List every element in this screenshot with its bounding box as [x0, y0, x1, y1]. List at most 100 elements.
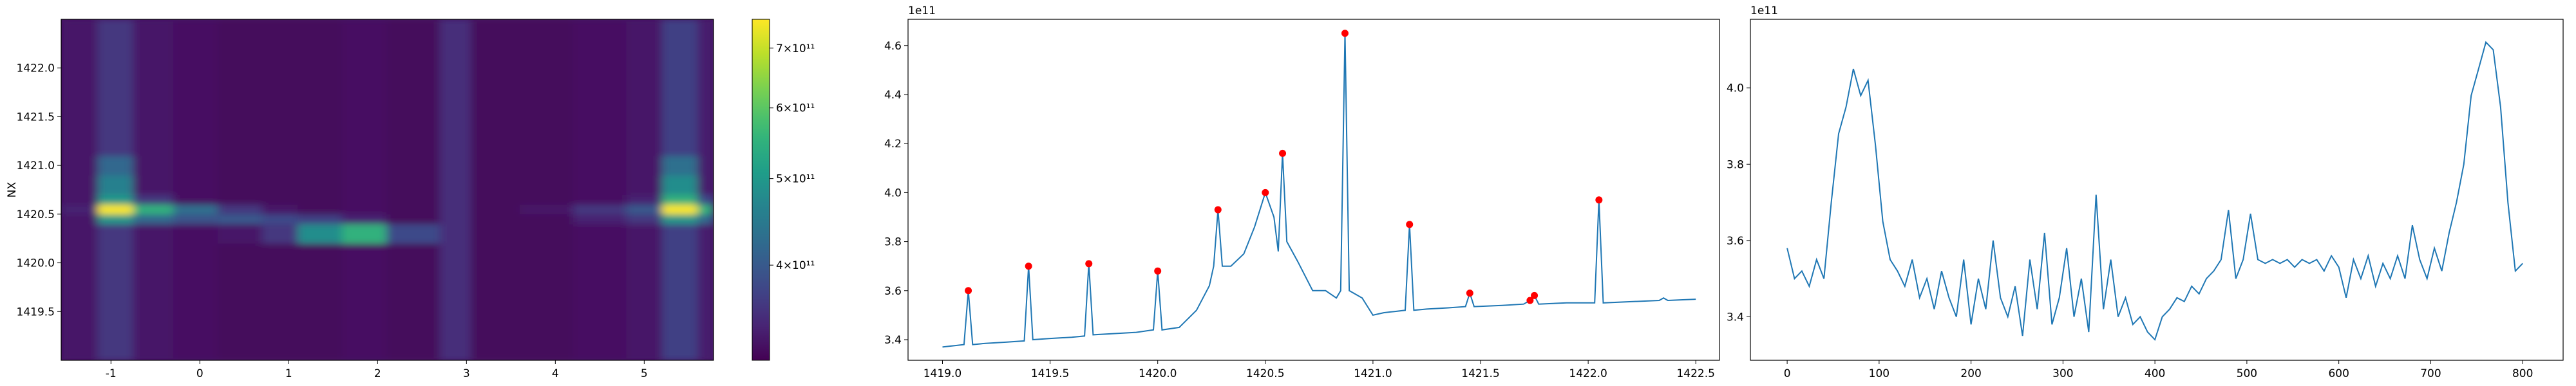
heatmap-cell	[439, 194, 471, 205]
axes-frame	[907, 19, 1720, 361]
heatmap-cell	[386, 19, 440, 69]
x-tick-label: 4	[552, 367, 559, 380]
heatmap-cell	[342, 175, 387, 196]
peak-marker	[1279, 149, 1287, 157]
heatmap-cell	[471, 262, 520, 312]
heatmap-cell	[471, 116, 520, 156]
heatmap-cell	[97, 214, 134, 225]
heatmap-cell	[439, 224, 471, 244]
heatmap-cell	[520, 19, 574, 69]
heatmap-cell	[342, 243, 387, 264]
heatmap-cell	[626, 68, 663, 117]
heatmap-cell	[626, 204, 663, 215]
heatmap-cell	[386, 156, 440, 176]
x-tick-label: 1422.5	[1676, 367, 1714, 380]
heatmap-cell	[61, 204, 99, 215]
heatmap-cell	[342, 68, 387, 117]
x-tick-label: 5	[641, 367, 648, 380]
heatmap-cell	[661, 156, 698, 176]
heatmap-cell	[217, 214, 263, 225]
y-tick-label: 4.2	[884, 138, 902, 151]
heatmap-cell	[97, 116, 134, 156]
heatmap-cell	[439, 262, 471, 312]
heatmap-cell	[97, 243, 134, 264]
data-line	[942, 33, 1696, 348]
heatmap-cell	[626, 214, 663, 225]
heatmap-cell	[573, 116, 627, 156]
heatmap-cell	[661, 224, 698, 244]
peak-marker	[1531, 291, 1539, 299]
heatmap-cell	[298, 116, 343, 156]
heatmap-cell	[133, 19, 174, 69]
heatmap-cell	[217, 175, 263, 196]
heatmap-cell	[298, 262, 343, 312]
heatmap-cell	[173, 224, 218, 244]
heatmap-cell	[261, 214, 298, 225]
heatmap-cell	[697, 194, 714, 205]
heatmap-cell	[471, 214, 520, 225]
heatmap-cell	[133, 175, 174, 196]
heatmap-cell	[471, 68, 520, 117]
heatmap-cell	[342, 214, 387, 225]
heatmap-cell	[697, 175, 714, 196]
x-tick-label: 0	[1784, 367, 1791, 380]
x-tick-label: 1419.0	[923, 367, 961, 380]
heatmap-cell	[439, 116, 471, 156]
heatmap-cell	[661, 204, 698, 215]
heatmap-cell	[661, 194, 698, 205]
heatmap-cell	[298, 214, 343, 225]
heatmap-cell	[661, 214, 698, 225]
axis-offset-label: 1e11	[908, 5, 936, 17]
heatmap-cell	[217, 156, 263, 176]
peak-marker	[1466, 290, 1473, 297]
y-tick-label: 4.0	[1727, 82, 1744, 95]
heatmap-cell	[133, 194, 174, 205]
heatmap-cell	[386, 224, 440, 244]
heatmap-cell	[520, 311, 574, 360]
colorbar-tick-label: 5×10¹¹	[776, 173, 815, 186]
heatmap-cell	[520, 262, 574, 312]
heatmap-cell	[471, 204, 520, 215]
heatmap-cell	[217, 262, 263, 312]
peak-marker	[1406, 221, 1414, 228]
colorbar-tick-label: 4×10¹¹	[776, 259, 815, 272]
heatmap-cell	[261, 175, 298, 196]
heatmap-cell	[626, 156, 663, 176]
heatmap-cell	[261, 19, 298, 69]
x-tick-label: 800	[2512, 367, 2533, 380]
axes-frame	[61, 19, 714, 361]
x-tick-label: 600	[2328, 367, 2349, 380]
y-tick-label: 1421.5	[17, 111, 55, 124]
heatmap-cell	[626, 175, 663, 196]
y-tick-label: 4.6	[884, 40, 902, 53]
heatmap-cell	[439, 243, 471, 264]
heatmap-cell	[133, 311, 174, 360]
heatmap-cell	[626, 262, 663, 312]
heatmap-cell	[97, 175, 134, 196]
heatmap-cell	[520, 224, 574, 244]
heatmap-cell	[573, 156, 627, 176]
heatmap-cell	[133, 68, 174, 117]
heatmap-cell	[298, 156, 343, 176]
heatmap-cell	[439, 68, 471, 117]
heatmap-cell	[298, 243, 343, 264]
axis-offset-label: 1e11	[1750, 5, 1778, 17]
peak-marker	[1085, 260, 1093, 268]
y-tick-label: 3.4	[1727, 311, 1744, 324]
heatmap-cell	[173, 156, 218, 176]
heatmap-cell	[61, 311, 99, 360]
heatmap-cell	[439, 156, 471, 176]
x-tick-label: 3	[463, 367, 470, 380]
heatmap-cell	[661, 19, 698, 69]
heatmap-cell	[661, 116, 698, 156]
heatmap-cell	[573, 204, 627, 215]
heatmap-area	[61, 19, 714, 360]
heatmap-cell	[520, 175, 574, 196]
peak-marker	[1154, 267, 1162, 275]
heatmap-cell	[97, 311, 134, 360]
heatmap-cell	[573, 243, 627, 264]
heatmap-cell	[471, 156, 520, 176]
heatmap-cell	[661, 311, 698, 360]
heatmap-cell	[697, 68, 714, 117]
heatmap-cell	[471, 243, 520, 264]
